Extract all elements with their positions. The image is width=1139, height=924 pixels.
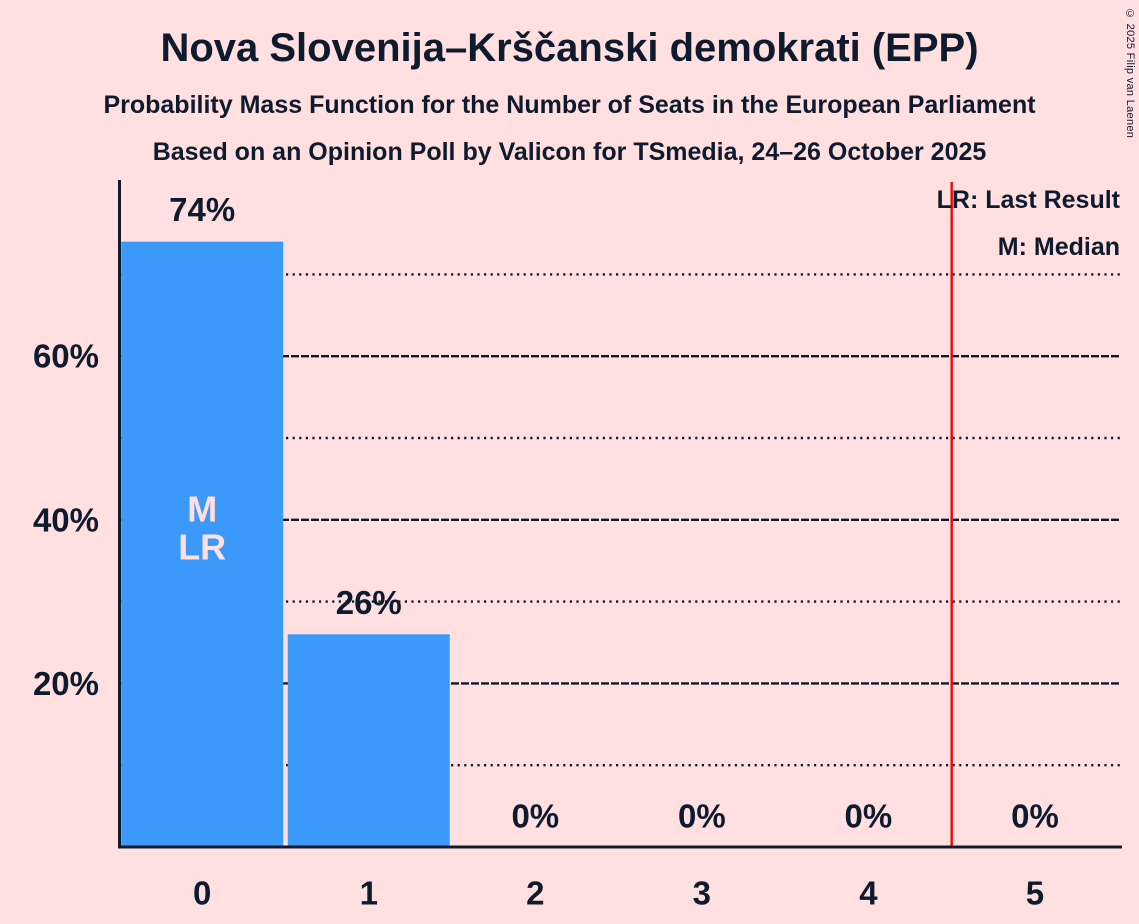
copyright-notice: © 2025 Filip van Laenen	[1124, 8, 1136, 139]
chart-source-line: Based on an Opinion Poll by Valicon for …	[152, 138, 987, 166]
legend-last-result: LR: Last Result	[936, 186, 1120, 214]
bar-seats-0	[121, 241, 284, 847]
bar-annotation-m: M	[187, 489, 217, 530]
value-label-seats-2: 0%	[511, 798, 559, 835]
chart-subtitle: Probability Mass Function for the Number…	[103, 91, 1036, 119]
y-tick-label-20: 20%	[33, 665, 99, 702]
chart-title: Nova Slovenija–Krščanski demokrati (EPP)	[160, 26, 979, 70]
value-label-seats-5: 0%	[1011, 798, 1059, 835]
x-tick-label-3: 3	[693, 875, 711, 912]
bar-annotation-lr: LR	[178, 527, 226, 568]
value-label-seats-4: 0%	[845, 798, 893, 835]
x-tick-label-1: 1	[360, 875, 378, 912]
y-tick-label-40: 40%	[33, 501, 99, 538]
bar-seats-1	[287, 634, 450, 847]
x-tick-label-2: 2	[526, 875, 544, 912]
value-label-seats-0: 74%	[169, 191, 235, 228]
y-tick-label-60: 60%	[33, 338, 99, 375]
legend-median: M: Median	[997, 233, 1120, 261]
x-tick-label-0: 0	[193, 875, 211, 912]
value-label-seats-1: 26%	[336, 584, 402, 621]
x-tick-label-5: 5	[1026, 875, 1044, 912]
value-label-seats-3: 0%	[678, 798, 726, 835]
x-tick-label-4: 4	[859, 875, 878, 912]
